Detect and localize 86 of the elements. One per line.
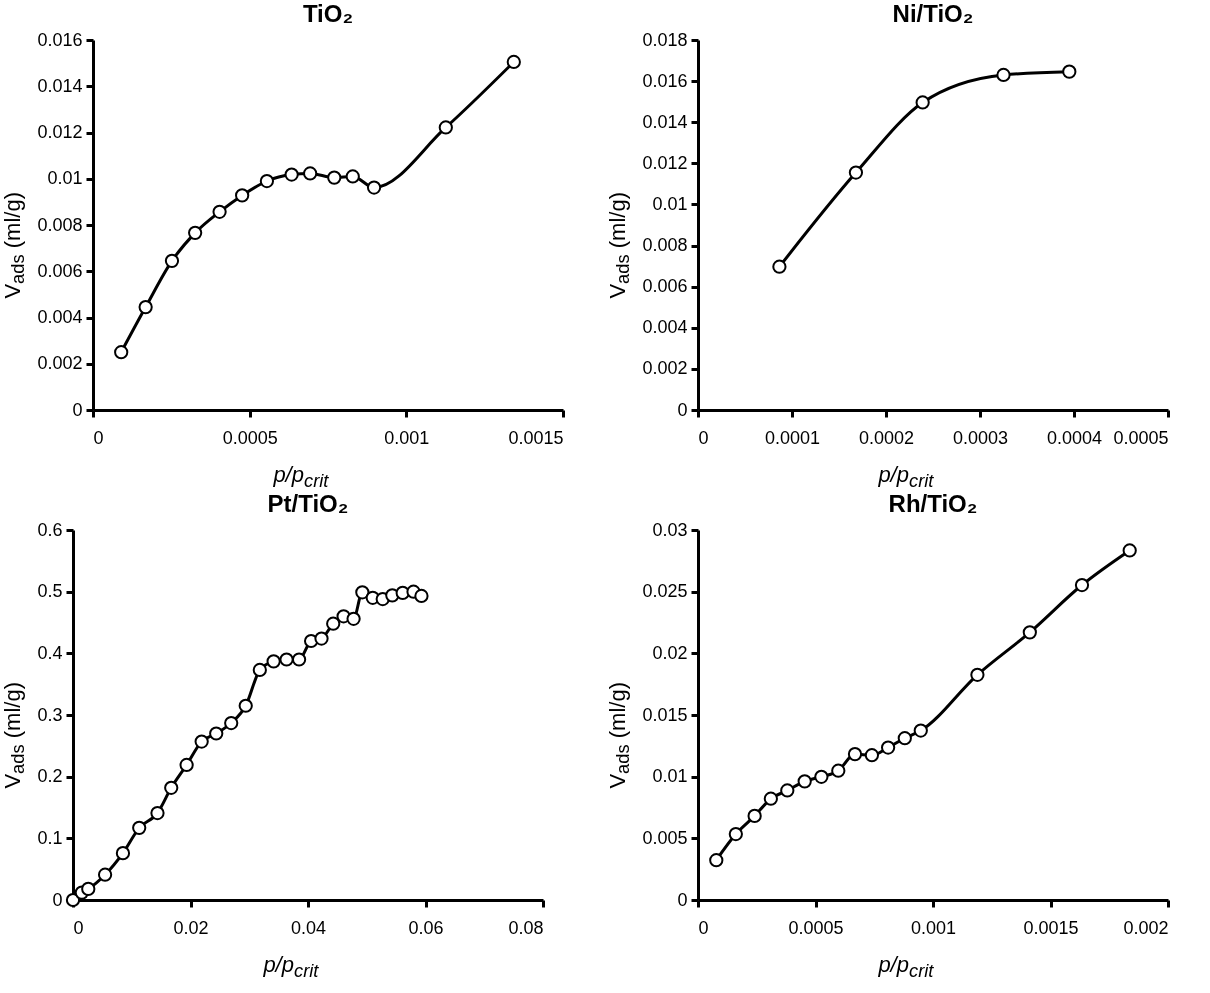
- point: [81, 881, 96, 896]
- x-tick-label: 0.0003: [953, 427, 1009, 448]
- x-tick-label: 0.08: [508, 917, 544, 938]
- y-tick-label: 0: [677, 399, 688, 420]
- x-tick-label: 0.0005: [788, 917, 844, 938]
- x-tick-label: 0.001: [384, 427, 430, 448]
- point: [164, 780, 179, 795]
- y-tick-label: 0.01: [47, 168, 83, 189]
- point: [346, 611, 362, 626]
- chart-title: TiO₂: [303, 0, 354, 27]
- x-axis-title: p/p$_{crit}$: [273, 461, 329, 492]
- x-tick-label: 0.04: [291, 917, 327, 938]
- y-tick-label: 0.002: [37, 353, 83, 374]
- point: [279, 652, 295, 667]
- x-tick-label: 0.0005: [223, 427, 279, 448]
- point: [253, 662, 268, 677]
- x-axis-title: p/p$_{crit}$: [878, 951, 934, 983]
- x-tick-label: 0.0015: [1023, 917, 1079, 938]
- x-axis-title: p/p$_{crit}$: [263, 951, 319, 983]
- x-tick-label: 0: [93, 427, 104, 448]
- point: [355, 584, 370, 600]
- point: [238, 698, 254, 713]
- x-tick-label: 0.02: [173, 917, 209, 938]
- point: [266, 654, 282, 669]
- chart-title: Rh/TiO₂: [888, 489, 978, 517]
- point: [326, 616, 341, 631]
- point: [116, 845, 131, 861]
- point: [996, 67, 1012, 82]
- y-tick-label: 0.018: [642, 29, 688, 50]
- x-tick-label: 0: [698, 427, 709, 448]
- y-tick-label: 0.015: [642, 704, 688, 725]
- y-tick-label: 0.012: [37, 121, 83, 142]
- point: [209, 726, 224, 741]
- point: [849, 165, 864, 180]
- y-tick-label: 0.5: [37, 580, 63, 601]
- x-axis-title: p/p$_{crit}$: [878, 461, 934, 492]
- y-tick-label: 0.006: [642, 275, 688, 296]
- y-tick-label: 0.4: [37, 642, 63, 663]
- x-tick-label: 0.002: [1123, 917, 1169, 938]
- point: [179, 757, 195, 772]
- y-tick-label: 0.008: [37, 214, 83, 235]
- point: [292, 652, 307, 667]
- y-tick-label: 0.6: [37, 519, 63, 540]
- y-tick-label: 0.008: [642, 234, 688, 255]
- y-tick-label: 0.002: [642, 358, 688, 379]
- y-tick-label: 0: [52, 889, 63, 910]
- y-tick-label: 0.006: [37, 260, 83, 281]
- y-tick-label: 0.1: [37, 827, 63, 848]
- y-tick-label: 0: [72, 399, 83, 420]
- y-tick-label: 0.2: [37, 765, 63, 786]
- point: [194, 734, 210, 749]
- point: [915, 95, 931, 110]
- point: [66, 892, 81, 907]
- x-tick-label: 0.0001: [765, 427, 821, 448]
- x-tick-label: 0.0015: [508, 427, 564, 448]
- y-tick-label: 0.014: [37, 75, 83, 96]
- y-tick-label: 0.016: [642, 70, 688, 91]
- x-tick-label: 0: [698, 917, 709, 938]
- y-tick-label: 0.005: [642, 827, 688, 848]
- y-tick-label: 0.004: [37, 306, 83, 327]
- y-tick-label: 0.016: [37, 29, 83, 50]
- y-tick-label: 0.01: [652, 193, 688, 214]
- y-tick-label: 0.03: [652, 519, 688, 540]
- x-tick-label: 0.001: [911, 917, 957, 938]
- point: [414, 588, 429, 603]
- chart-title: Ni/TiO₂: [892, 0, 974, 27]
- x-tick-label: 0.0005: [1113, 427, 1169, 448]
- point: [150, 805, 165, 820]
- point: [1062, 64, 1077, 79]
- x-tick-label: 0.0002: [859, 427, 915, 448]
- y-tick-label: 0.014: [642, 111, 688, 132]
- y-tick-label: 0.02: [652, 642, 688, 663]
- point: [132, 820, 147, 835]
- point: [314, 631, 330, 646]
- point: [98, 867, 113, 882]
- x-tick-label: 0.0004: [1047, 427, 1103, 448]
- x-tick-label: 0.06: [408, 917, 444, 938]
- y-tick-label: 0.3: [37, 704, 63, 725]
- y-tick-label: 0.01: [652, 765, 688, 786]
- chart-title: Pt/TiO₂: [267, 489, 349, 517]
- y-tick-label: 0.004: [642, 317, 688, 338]
- y-tick-label: 0.025: [642, 580, 688, 601]
- y-tick-label: 0.012: [642, 152, 688, 173]
- y-tick-label: 0: [677, 889, 688, 910]
- point: [772, 259, 787, 274]
- point: [224, 715, 239, 730]
